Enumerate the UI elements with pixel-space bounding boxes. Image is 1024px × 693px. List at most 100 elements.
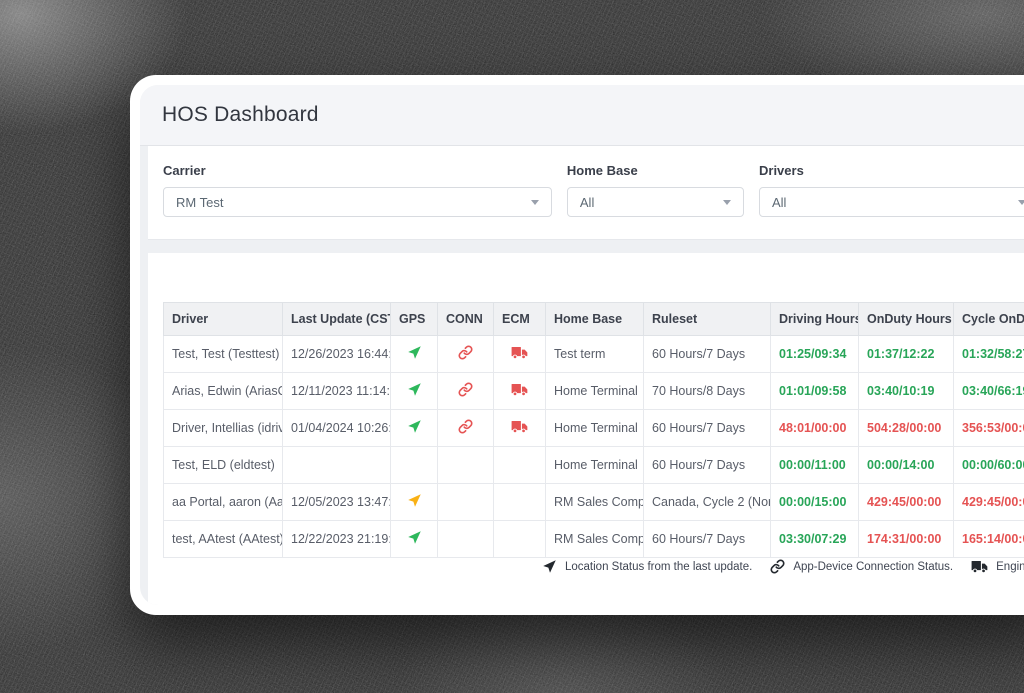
conn-link-icon (458, 345, 473, 360)
carrier-filter-group: Carrier RM Test (163, 163, 552, 217)
driving-hours-cell: 00:00/15:00 (770, 483, 859, 521)
table-row[interactable]: Arias, Edwin (AriasQA) 12/11/2023 11:14:… (163, 372, 1024, 410)
ruleset-cell: 60 Hours/7 Days (643, 335, 771, 373)
legend-connection: App-Device Connection Status. (770, 559, 953, 574)
legend-engine-text: Engine Data (996, 560, 1024, 573)
driver-cell: Arias, Edwin (AriasQA) (163, 372, 283, 410)
home-base-cell: Home Terminal (545, 446, 644, 484)
carrier-select-value: RM Test (176, 194, 224, 210)
onduty-hours-value: 00:00/14:00 (867, 458, 935, 472)
cycle-onduty-cell: 165:14/00:00 (953, 520, 1024, 558)
cycle-onduty-cell: 429:45/00:00 (953, 483, 1024, 521)
col-last-update: Last Update (CST) (282, 302, 391, 336)
driver-cell: Driver, Intellias (idriver) (163, 409, 283, 447)
home-base-cell: Home Terminal (545, 372, 644, 410)
table-row[interactable]: aa Portal, aaron (Aaron) 12/05/2023 13:4… (163, 483, 1024, 521)
driving-hours-value: 00:00/15:00 (779, 495, 847, 509)
last-update-cell: 12/22/2023 21:19:59 (282, 520, 391, 558)
chevron-down-icon (530, 199, 539, 205)
driving-hours-cell: 48:01/00:00 (770, 409, 859, 447)
col-conn: CONN (437, 302, 494, 336)
drivers-select[interactable]: All (759, 187, 1024, 217)
cycle-onduty-value: 165:14/00:00 (962, 532, 1024, 546)
ruleset-cell: 70 Hours/8 Days (643, 372, 771, 410)
ecm-cell (493, 446, 546, 484)
driving-hours-value: 03:30/07:29 (779, 532, 847, 546)
ecm-cell (493, 409, 546, 447)
conn-cell (437, 483, 494, 521)
onduty-hours-value: 01:37/12:22 (867, 347, 935, 361)
onduty-hours-value: 504:28/00:00 (867, 421, 942, 435)
col-gps: GPS (390, 302, 438, 336)
onduty-hours-value: 174:31/00:00 (867, 532, 942, 546)
gps-cell (390, 520, 438, 558)
gps-location-icon (407, 419, 422, 434)
home-base-select-value: All (579, 194, 595, 210)
carrier-select[interactable]: RM Test (163, 187, 552, 217)
cycle-onduty-cell: 356:53/00:00 (953, 409, 1024, 447)
gps-location-icon (407, 493, 422, 508)
home-base-cell: Home Terminal (545, 409, 644, 447)
col-driving-hours: Driving Hours (770, 302, 859, 336)
ecm-cell (493, 372, 546, 410)
last-update-cell: 12/26/2023 16:44:13 (282, 335, 391, 373)
ruleset-cell: 60 Hours/7 Days (643, 446, 771, 484)
home-base-cell: RM Sales Company (545, 483, 644, 521)
ecm-cell (493, 335, 546, 373)
app-window: HOS Dashboard Carrier RM Test Home Base … (130, 75, 1024, 615)
filter-panel: Carrier RM Test Home Base All Drivers Al… (148, 146, 1024, 240)
home-base-label: Home Base (566, 163, 638, 178)
ruleset-cell: 60 Hours/7 Days (643, 520, 771, 558)
ecm-truck-icon (511, 383, 528, 397)
col-ecm: ECM (493, 302, 546, 336)
drivers-label: Drivers (759, 163, 804, 178)
driver-cell: Test, Test (Testtest) (163, 335, 283, 373)
gps-cell (390, 409, 438, 447)
conn-cell (437, 335, 494, 373)
drivers-table-panel: Driver Last Update (CST) GPS CONN ECM Ho… (148, 253, 1024, 605)
conn-cell (437, 446, 494, 484)
home-base-select[interactable]: All (566, 187, 744, 217)
driver-cell: test, AAtest (AAtest) (163, 520, 283, 558)
driver-cell: aa Portal, aaron (Aaron) (163, 483, 283, 521)
chevron-down-icon (723, 199, 731, 205)
driving-hours-value: 01:25/09:34 (779, 347, 847, 361)
gps-location-icon (407, 345, 422, 360)
ecm-truck-icon (511, 420, 528, 434)
table-row[interactable]: test, AAtest (AAtest) 12/22/2023 21:19:5… (163, 520, 1024, 558)
onduty-hours-value: 429:45/00:00 (867, 495, 942, 509)
drivers-select-value: All (772, 194, 787, 210)
conn-cell (437, 520, 494, 558)
gps-cell (390, 446, 438, 484)
table-row[interactable]: Driver, Intellias (idriver) 01/04/2024 1… (163, 409, 1024, 447)
app-header: HOS Dashboard (140, 85, 1024, 146)
col-onduty-hours: OnDuty Hours (858, 302, 954, 336)
last-update-cell: 12/11/2023 11:14:38 (282, 372, 391, 410)
table-row[interactable]: Test, Test (Testtest) 12/26/2023 16:44:1… (163, 335, 1024, 373)
onduty-hours-cell: 504:28/00:00 (858, 409, 954, 447)
onduty-hours-cell: 00:00/14:00 (858, 446, 954, 484)
conn-cell (437, 409, 494, 447)
onduty-hours-cell: 174:31/00:00 (858, 520, 954, 558)
cycle-onduty-cell: 00:00/60:00 (953, 446, 1024, 484)
cycle-onduty-value: 00:00/60:00 (962, 458, 1024, 472)
home-base-cell: Test term (545, 335, 644, 373)
section-divider (140, 240, 1024, 253)
col-home-base: Home Base (545, 302, 644, 336)
onduty-hours-cell: 03:40/10:19 (858, 372, 954, 410)
legend-connection-text: App-Device Connection Status. (793, 560, 954, 573)
driving-hours-cell: 03:30/07:29 (770, 520, 859, 558)
location-arrow-icon (542, 559, 557, 574)
chevron-down-icon (1018, 199, 1024, 205)
home-base-cell: RM Sales Company (545, 520, 644, 558)
ruleset-cell: Canada, Cycle 2 (North) (643, 483, 771, 521)
driving-hours-value: 48:01/00:00 (779, 421, 847, 435)
col-ruleset: Ruleset (643, 302, 771, 336)
cycle-onduty-cell: 03:40/66:19 (953, 372, 1024, 410)
hos-dashboard-app: HOS Dashboard Carrier RM Test Home Base … (140, 85, 1024, 605)
gps-cell (390, 483, 438, 521)
gps-location-icon (407, 382, 422, 397)
drivers-filter-group: Drivers All (759, 163, 1024, 217)
cycle-onduty-value: 03:40/66:19 (962, 384, 1024, 398)
table-row[interactable]: Test, ELD (eldtest) Home Terminal 60 Hou… (163, 446, 1024, 484)
